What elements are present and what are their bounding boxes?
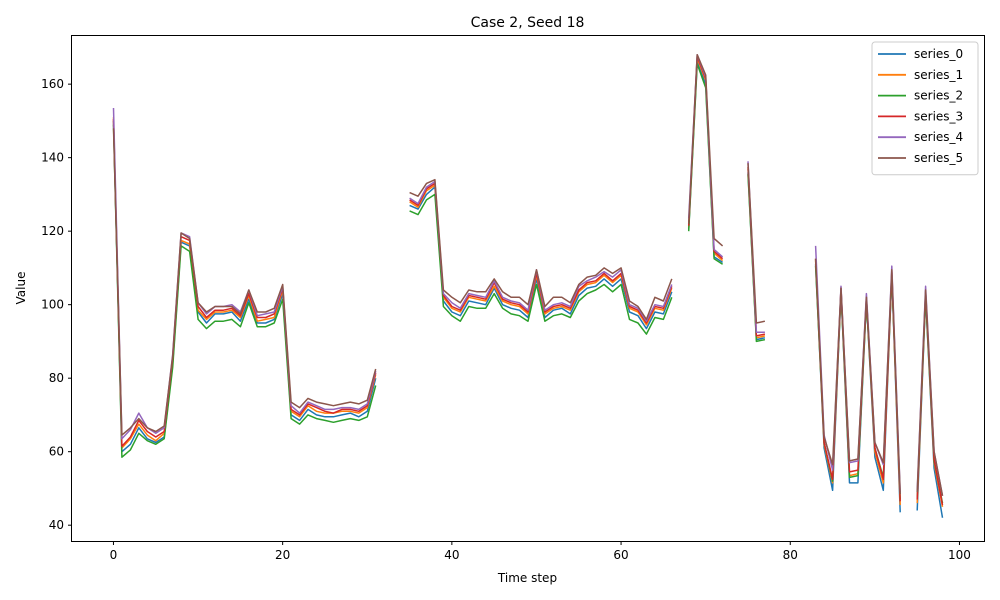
- legend-label: series_4: [914, 130, 963, 144]
- y-tick-label: 60: [49, 445, 64, 459]
- x-tick-label: 40: [444, 548, 459, 562]
- series-line-series_4: [112, 53, 944, 496]
- y-tick-label: 140: [41, 151, 64, 165]
- y-tick-label: 120: [41, 224, 64, 238]
- y-tick-label: 100: [41, 298, 64, 312]
- series-line-series_1: [112, 57, 944, 507]
- x-tick-label: 20: [275, 548, 290, 562]
- plot-area: [112, 53, 944, 518]
- series-line-series_3: [112, 55, 944, 506]
- chart-title: Case 2, Seed 18: [471, 15, 585, 31]
- series-line-series_2: [112, 63, 944, 504]
- x-tick-label: 60: [613, 548, 628, 562]
- legend-label: series_1: [914, 68, 963, 82]
- legend-label: series_2: [914, 89, 963, 103]
- legend-label: series_3: [914, 109, 963, 123]
- x-tick-label: 80: [783, 548, 798, 562]
- x-tick-label: 0: [110, 548, 118, 562]
- series-line-series_5: [112, 53, 944, 496]
- legend-label: series_0: [914, 47, 963, 61]
- x-axis-label: Time step: [497, 571, 557, 585]
- x-tick-label: 100: [948, 548, 971, 562]
- legend: series_0 series_1 series_2 series_3 series_4…: [871, 41, 979, 176]
- legend-label: series_5: [914, 151, 963, 165]
- y-axis: 40 60 80 100 120 140 160: [41, 77, 72, 532]
- y-tick-label: 40: [49, 518, 64, 532]
- plot-frame: [71, 35, 985, 542]
- x-axis: 0 20 40 60 80 100: [110, 541, 971, 562]
- y-tick-label: 80: [49, 371, 64, 385]
- y-tick-label: 160: [41, 77, 64, 91]
- y-axis-label: Value: [14, 272, 28, 305]
